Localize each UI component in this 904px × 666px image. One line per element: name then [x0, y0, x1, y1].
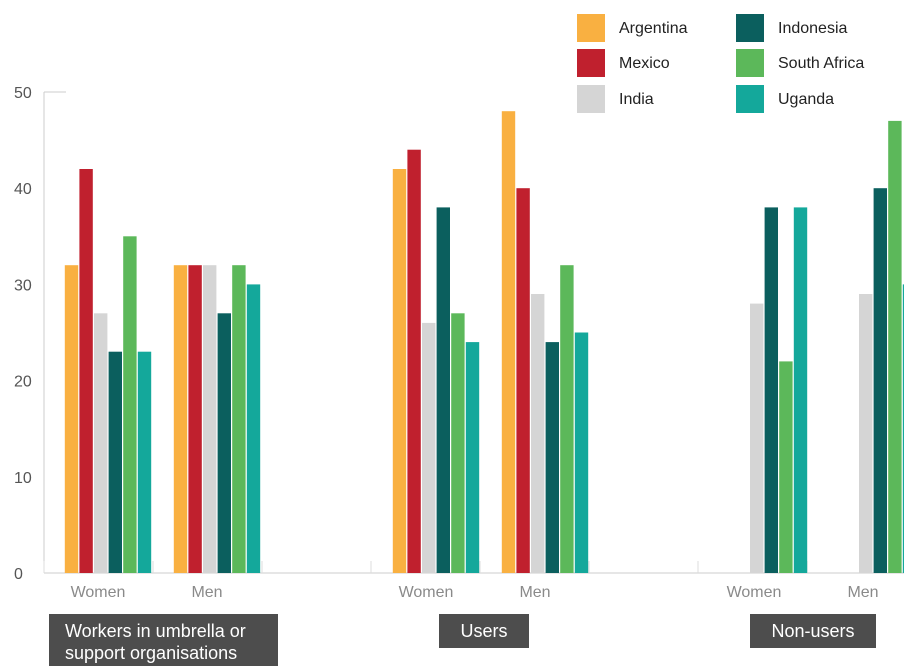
x-category-label: Men — [519, 584, 550, 601]
x-category-label: Men — [847, 584, 878, 601]
bar-india — [750, 303, 764, 573]
x-category-label: Men — [191, 584, 222, 601]
y-tick-label: 40 — [14, 181, 32, 198]
bar-south-africa — [123, 236, 137, 574]
group-label-box: Users — [439, 614, 529, 648]
bar-indonesia — [217, 313, 231, 573]
bar-mexico — [516, 188, 530, 573]
x-category-label: Women — [71, 584, 126, 601]
bar-argentina — [392, 169, 407, 573]
bar-argentina — [173, 265, 188, 573]
bar-south-africa — [779, 361, 793, 573]
bar-indonesia — [545, 342, 559, 573]
bar-india — [94, 313, 108, 573]
bar-india — [422, 322, 436, 573]
legend: Argentina Mexico India Indonesia South Afric… — [577, 14, 864, 113]
group-label-line: Non-users — [771, 621, 855, 641]
bar-uganda — [902, 284, 904, 573]
x-category-label: Women — [399, 584, 454, 601]
y-tick-label: 30 — [14, 277, 32, 294]
bar-mexico — [79, 169, 93, 573]
group-label-line: Workers in umbrella or — [65, 621, 246, 641]
legend-swatch — [736, 49, 764, 77]
legend-label: Argentina — [619, 20, 688, 37]
bar-uganda — [137, 351, 152, 573]
y-tick-label: 0 — [14, 566, 23, 583]
y-tick-label: 50 — [14, 85, 32, 102]
bar-south-africa — [451, 313, 465, 573]
bar-uganda — [246, 284, 261, 573]
y-tick-label: 10 — [14, 470, 32, 487]
x-category-label: Women — [727, 584, 782, 601]
legend-swatch — [736, 14, 764, 42]
legend-label: Indonesia — [778, 20, 847, 37]
bar-mexico — [407, 149, 421, 573]
group-label-line: support organisations — [65, 643, 238, 663]
bars-layer — [64, 111, 904, 574]
bar-indonesia — [873, 188, 887, 573]
y-tick-label: 20 — [14, 374, 32, 391]
bar-india — [203, 265, 217, 573]
legend-swatch — [577, 49, 605, 77]
group-label-box: Non-users — [750, 614, 876, 648]
bar-uganda — [574, 332, 589, 573]
legend-label: Mexico — [619, 55, 670, 72]
bar-mexico — [188, 265, 202, 573]
legend-swatch — [736, 85, 764, 113]
bar-uganda — [465, 342, 480, 573]
legend-label: Uganda — [778, 91, 834, 108]
bar-argentina — [64, 265, 79, 573]
legend-label: India — [619, 91, 654, 108]
category-labels: Women Men Women Men Women Men — [71, 584, 879, 601]
bar-india — [859, 294, 873, 573]
bar-argentina — [501, 111, 516, 573]
bar-south-africa — [560, 265, 574, 573]
legend-swatch — [577, 85, 605, 113]
bar-india — [531, 294, 545, 573]
group-label-box: Workers in umbrella or support organisati… — [49, 614, 278, 666]
legend-swatch — [577, 14, 605, 42]
bar-indonesia — [436, 207, 450, 573]
group-label-line: Users — [460, 621, 508, 641]
bar-uganda — [793, 207, 808, 573]
legend-label: South Africa — [778, 55, 864, 72]
bar-south-africa — [232, 265, 246, 573]
bar-south-africa — [888, 120, 902, 574]
bar-indonesia — [108, 351, 122, 573]
bar-indonesia — [764, 207, 778, 573]
